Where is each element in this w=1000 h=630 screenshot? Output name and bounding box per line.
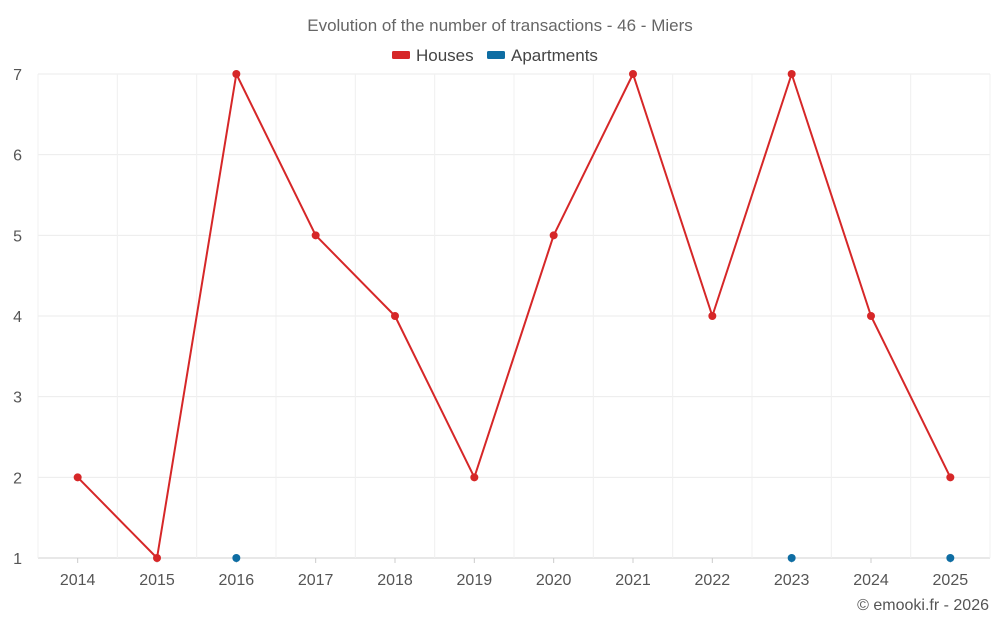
data-point: [153, 554, 161, 562]
y-tick-label: 3: [13, 390, 22, 407]
x-tick-label: 2016: [219, 572, 255, 589]
x-tick-label: 2023: [774, 572, 810, 589]
x-axis-ticks: 2014 2015 2016 2017 2018 2019 2020 2021 2022 2023…: [60, 558, 968, 589]
x-tick-label: 2019: [457, 572, 493, 589]
x-tick-label: 2017: [298, 572, 334, 589]
y-tick-label: 4: [13, 309, 22, 326]
data-point: [470, 473, 479, 482]
x-tick-label: 2022: [695, 572, 731, 589]
data-point: [787, 70, 796, 78]
credit-text: © emooki.fr - 2026: [857, 597, 989, 614]
legend-swatch: [487, 51, 505, 59]
x-tick-label: 2024: [853, 572, 889, 589]
data-point: [629, 70, 637, 78]
axes: Evolution of the number of transactions …: [13, 16, 968, 589]
legend: Houses Apartments: [392, 46, 598, 65]
data-point: [232, 70, 241, 78]
x-tick-label: 2020: [536, 572, 572, 589]
data-point: [232, 554, 241, 562]
y-tick-label: 7: [13, 67, 22, 84]
legend-label: Apartments: [511, 46, 598, 65]
y-tick-label: 2: [13, 470, 22, 487]
series-houses: [73, 70, 955, 562]
data-point: [946, 554, 955, 562]
grid-lines: [37, 73, 991, 559]
y-tick-label: 6: [13, 148, 22, 165]
series-apartments: [232, 554, 955, 562]
x-tick-label: 2025: [933, 572, 969, 589]
legend-label: Houses: [416, 46, 474, 65]
y-tick-label: 5: [13, 228, 22, 245]
data-point: [708, 312, 717, 320]
data-point: [311, 231, 320, 240]
y-tick-label: 1: [13, 551, 22, 568]
data-point: [946, 473, 955, 482]
data-point: [787, 554, 796, 562]
legend-swatch: [392, 51, 410, 59]
data-point: [867, 312, 875, 320]
x-tick-label: 2015: [139, 572, 175, 589]
data-point: [391, 312, 399, 320]
x-tick-label: 2018: [377, 572, 413, 589]
data-point: [549, 231, 558, 240]
chart-title: Evolution of the number of transactions …: [307, 16, 693, 35]
y-axis-ticks: 1 2 3 4 5 6 7: [13, 67, 22, 568]
x-tick-label: 2021: [615, 572, 651, 589]
x-tick-label: 2014: [60, 572, 96, 589]
series-layer: [73, 70, 955, 562]
series-line: [76, 73, 952, 559]
data-point: [73, 473, 82, 482]
